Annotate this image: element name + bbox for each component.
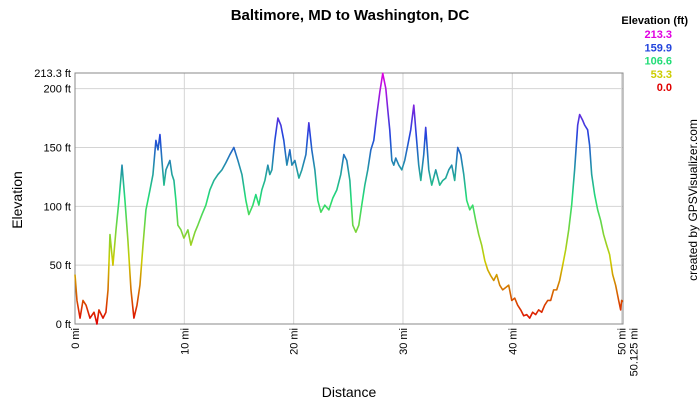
legend-entry: 213.3 bbox=[644, 29, 672, 41]
y-axis-label: Elevation bbox=[9, 171, 25, 229]
x-tick-label: 50.125 mi bbox=[629, 328, 641, 376]
legend-entry: 159.9 bbox=[644, 42, 672, 54]
x-tick-label: 30 mi bbox=[398, 328, 410, 355]
x-tick-label: 0 mi bbox=[70, 328, 82, 349]
x-tick-label: 50 mi bbox=[617, 328, 629, 355]
y-tick-label: 200 ft bbox=[43, 84, 71, 96]
x-axis-label: Distance bbox=[322, 384, 377, 400]
legend-title: Elevation (ft) bbox=[621, 15, 688, 27]
legend-entry: 53.3 bbox=[651, 69, 672, 81]
credit: created by GPSVisualizer.com bbox=[686, 119, 700, 281]
y-tick-label: 213.3 ft bbox=[34, 68, 71, 80]
chart-title: Baltimore, MD to Washington, DC bbox=[231, 7, 470, 24]
y-tick-label: 50 ft bbox=[50, 260, 71, 272]
elevation-line bbox=[74, 72, 624, 325]
x-tick-label: 40 mi bbox=[507, 328, 519, 355]
x-tick-label: 20 mi bbox=[289, 328, 301, 355]
y-tick-label: 100 ft bbox=[43, 201, 71, 213]
legend-entry: 0.0 bbox=[657, 82, 672, 94]
y-tick-label: 0 ft bbox=[56, 319, 71, 331]
y-tick-label: 150 ft bbox=[43, 142, 71, 154]
plot-frame bbox=[74, 72, 624, 325]
legend-entry: 106.6 bbox=[644, 56, 672, 68]
x-tick-label: 10 mi bbox=[179, 328, 191, 355]
